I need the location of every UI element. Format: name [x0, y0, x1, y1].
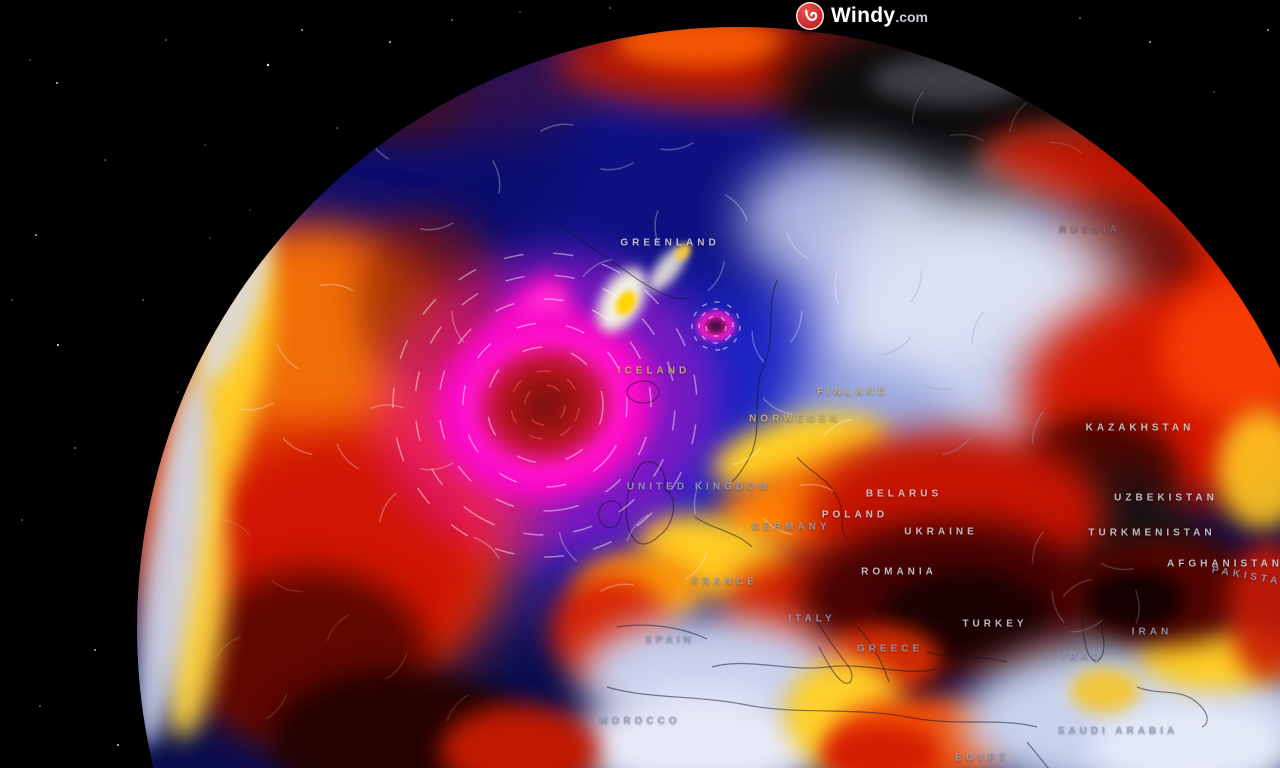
windy-logo-text: Windy .com — [831, 4, 928, 28]
windy-brand: Windy — [831, 4, 896, 27]
coastlines-and-wind-streaks — [214, 91, 1208, 768]
windy-logo-icon — [796, 2, 824, 30]
windy-logo[interactable]: Windy .com — [796, 2, 928, 30]
windy-tld: .com — [895, 9, 928, 25]
globe-weather-map[interactable] — [137, 27, 1280, 768]
